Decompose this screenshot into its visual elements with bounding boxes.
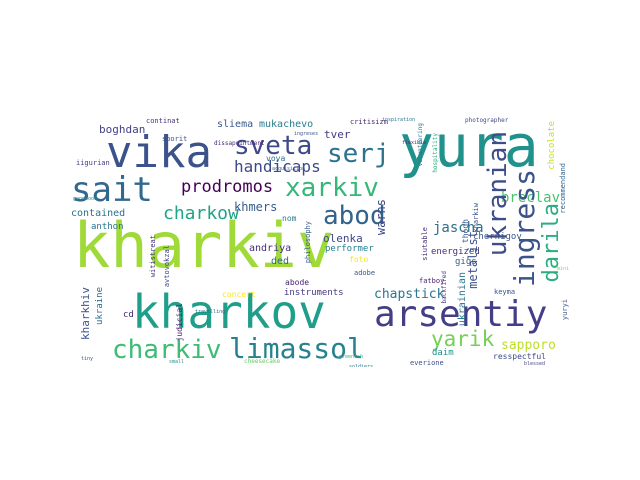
word-sapporo: sapporo — [501, 338, 556, 353]
word-soldiers: soldiers — [349, 364, 374, 368]
word-ukraine: ukraine — [95, 287, 105, 325]
word-xarkiv: xarkiv — [285, 173, 379, 203]
word-philosophy: philosophy — [304, 221, 312, 264]
word-handicaps: handicaps — [234, 157, 321, 176]
word-chapstick: chapstick — [374, 287, 445, 302]
word-kharkov: kharkov — [132, 285, 326, 339]
word-cd: cd — [123, 310, 134, 320]
word-recommendand: recommendand — [559, 163, 567, 214]
word-tiny3: mini — [557, 266, 569, 272]
word-concert: concert — [222, 290, 256, 299]
word-yura: yura — [399, 117, 539, 180]
word-yarik: yarik — [431, 327, 495, 351]
word-avtovokzal: avtovokzal — [163, 245, 171, 288]
word-ingreses: ingreses — [294, 131, 319, 137]
word-kharkhiv: kharkhiv — [79, 287, 92, 340]
word-judicial: judicial — [175, 303, 184, 342]
word-darila: darila — [539, 203, 564, 283]
word-sveta: sveta — [234, 131, 313, 161]
word-tiny1: tiny — [81, 356, 94, 362]
word-serj: serj — [327, 139, 390, 169]
word-thogh: thogh — [461, 219, 470, 244]
word-goodmood: goodmood — [73, 196, 98, 202]
word-contained: contained — [71, 208, 126, 219]
word-anthon: anthon — [91, 222, 124, 232]
word-energized: energized — [431, 247, 480, 257]
word-acquisition: acquisition — [272, 166, 306, 172]
word-cloud: kharkiv kharkov yura vika sait arsentiy … — [69, 117, 569, 367]
word-tver: tver — [324, 128, 351, 141]
word-fatboy: fatboy — [419, 277, 445, 285]
word-daim: daim — [432, 348, 454, 358]
word-ingress: ingress — [508, 169, 541, 288]
word-criticism: critisizm — [350, 118, 388, 126]
word-yuryi: yuryi — [561, 299, 569, 321]
word-continat: continat — [146, 117, 180, 125]
word-vova: vova — [266, 154, 286, 163]
word-dissapointment: dissapointment — [214, 140, 265, 147]
word-greenish: greenish — [339, 354, 364, 360]
word-warns: warns — [374, 199, 388, 236]
word-sait: sait — [71, 170, 153, 210]
word-vika: vika — [106, 127, 212, 178]
word-sliema: sliema — [217, 119, 254, 130]
word-olenka: olenka — [323, 232, 363, 245]
word-resspectful: resspectful — [493, 352, 546, 361]
word-photographer: photographer — [465, 117, 509, 124]
word-inspiration: inspiration — [382, 117, 416, 123]
word-nom: nom — [282, 214, 297, 223]
word-andriya: andriya — [249, 243, 292, 254]
word-blessed: blessed — [524, 361, 546, 367]
word-gigs: gigs — [455, 257, 477, 267]
word-charkiv: charkiv — [112, 335, 222, 365]
word-instruments: instruments — [284, 288, 344, 298]
word-ukrainian: ukrainian — [457, 272, 468, 327]
word-boghdan: boghdan — [99, 123, 146, 136]
word-charkow: charkow — [163, 203, 239, 224]
word-abode: abode — [285, 278, 310, 287]
word-limassol: limassol — [229, 332, 364, 365]
word-adobe: adobe — [354, 269, 376, 277]
word-tiny2: small — [169, 359, 185, 365]
word-jascha: jascha — [433, 220, 484, 236]
word-breclav: breclav — [501, 190, 561, 206]
word-sporit: sporit — [162, 135, 188, 143]
word-hospitality: hospitality — [432, 133, 439, 173]
word-chocolate: chocolate — [547, 121, 557, 170]
word-keyma: keyma — [494, 288, 516, 296]
word-cheesecake: cheesecake — [244, 358, 281, 365]
word-siutable: siutable — [421, 227, 429, 261]
word-volunteering: volunteering — [417, 123, 424, 167]
word-iigurian: iigurian — [76, 159, 110, 167]
word-performer: performer — [325, 244, 374, 254]
word-kharkiv: kharkiv — [73, 209, 335, 282]
word-travelling: travelling — [195, 309, 226, 315]
word-backfired: backfired — [441, 271, 448, 304]
word-foto: foto — [349, 255, 369, 264]
word-prodromos: prodromos — [181, 177, 274, 197]
word-ded: ded — [271, 256, 290, 267]
word-witistreat: witistreat — [149, 235, 157, 278]
word-flexible: flexible — [402, 140, 427, 146]
word-everione: everione — [410, 359, 444, 367]
word-mukachevo: mukachevo — [259, 119, 314, 130]
word-kharkiw: kharkiw — [472, 203, 480, 233]
word-khmers: khmers — [234, 200, 278, 214]
word-chernigov: chernigov — [473, 232, 522, 242]
word-arsentiy: arsentiy — [374, 294, 548, 335]
word-abod: abod — [323, 201, 386, 231]
